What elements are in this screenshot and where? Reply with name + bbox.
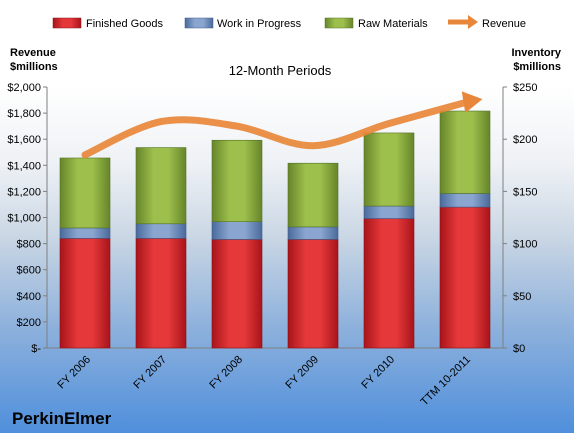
bars	[60, 111, 490, 348]
bar-finished-goods-fy-2008	[212, 239, 262, 348]
y-left-ticks: $- $200 $400 $600 $800 $1,000 $1,200 $1,400 $1,6…	[7, 82, 47, 355]
legend-swatch-finished-goods	[53, 18, 81, 28]
bar-raw-materials-fy-2010	[364, 133, 414, 206]
y-left-tick-label: $1,000	[7, 213, 41, 225]
y-right-ticks: $0 $50 $100 $150 $200 $250	[503, 82, 537, 355]
y-right-tick-label: $150	[513, 186, 537, 198]
legend-swatch-raw-materials	[325, 18, 353, 28]
bar-finished-goods-fy-2007	[136, 238, 186, 348]
x-tick-label: FY 2009	[283, 354, 321, 392]
bar-work-in-progress-fy-2007	[136, 224, 186, 239]
y-left-tick-label: $2,000	[7, 82, 41, 94]
legend-swatch-work-in-progress	[185, 18, 213, 28]
legend: Finished Goods Work in Progress Raw Mate…	[53, 15, 526, 30]
bar-raw-materials-fy-2008	[212, 140, 262, 221]
bar-finished-goods-fy-2006	[60, 238, 110, 348]
y-left-tick-label: $1,200	[7, 186, 41, 198]
bar-raw-materials-ttm-10-2011	[440, 111, 490, 193]
y-right-tick-label: $0	[513, 343, 525, 355]
y-left-tick-label: $1,400	[7, 160, 41, 172]
y-right-tick-label: $250	[513, 82, 537, 94]
bar-work-in-progress-fy-2006	[60, 228, 110, 238]
bar-work-in-progress-ttm-10-2011	[440, 193, 490, 207]
legend-arrowhead-revenue	[468, 15, 478, 29]
y-left-tick-label: $1,800	[7, 108, 41, 120]
y-right-tick-label: $50	[513, 291, 531, 303]
company-name: PerkinElmer	[12, 409, 112, 428]
y-left-tick-label: $400	[17, 291, 41, 303]
legend-label-raw-materials: Raw Materials	[358, 18, 428, 30]
bar-raw-materials-fy-2006	[60, 158, 110, 228]
chart-subtitle: 12-Month Periods	[229, 63, 332, 78]
y-left-tick-label: $600	[17, 265, 41, 277]
y-left-tick-label: $200	[17, 317, 41, 329]
x-tick-label: FY 2010	[359, 354, 397, 392]
y-left-tick-label: $-	[31, 343, 41, 355]
y-left-title-line2: $millions	[10, 61, 58, 73]
y-left-tick-label: $800	[17, 239, 41, 251]
legend-label-finished-goods: Finished Goods	[86, 18, 164, 30]
bar-raw-materials-fy-2007	[136, 148, 186, 224]
x-tick-label: FY 2007	[131, 354, 169, 392]
bar-finished-goods-fy-2010	[364, 219, 414, 348]
bar-raw-materials-fy-2009	[288, 163, 338, 227]
legend-label-revenue: Revenue	[482, 18, 526, 30]
x-tick-label: FY 2006	[55, 354, 93, 392]
revenue-arrowhead	[462, 91, 483, 113]
bar-work-in-progress-fy-2008	[212, 222, 262, 240]
y-right-tick-label: $100	[513, 239, 537, 251]
x-axis-labels: FY 2006 FY 2007 FY 2008 FY 2009 FY 2010 TTM 1…	[55, 354, 473, 409]
bar-finished-goods-ttm-10-2011	[440, 207, 490, 348]
revenue-line	[85, 91, 483, 155]
bar-work-in-progress-fy-2010	[364, 206, 414, 219]
y-right-tick-label: $200	[513, 134, 537, 146]
y-left-title-line1: Revenue	[10, 47, 56, 59]
legend-label-work-in-progress: Work in Progress	[217, 18, 302, 30]
y-left-tick-label: $1,600	[7, 134, 41, 146]
y-right-title-line1: Inventory	[511, 47, 561, 59]
bar-finished-goods-fy-2009	[288, 239, 338, 348]
bar-work-in-progress-fy-2009	[288, 227, 338, 240]
y-right-title-line2: $millions	[513, 61, 561, 73]
x-tick-label: FY 2008	[207, 354, 245, 392]
x-tick-label: TTM 10-2011	[419, 354, 474, 409]
